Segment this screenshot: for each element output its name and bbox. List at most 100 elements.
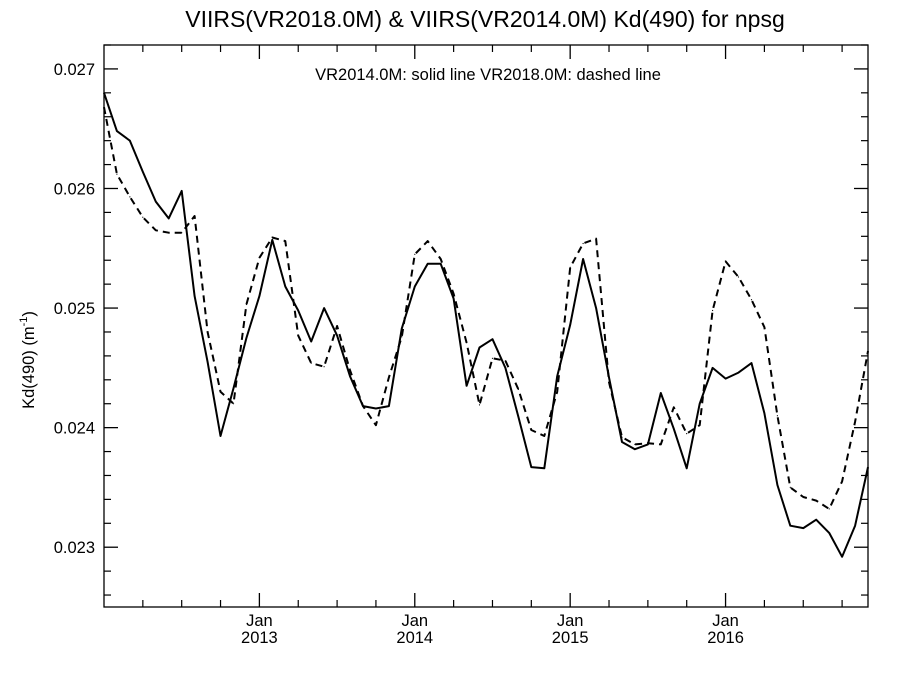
data-point-solid (401, 327, 403, 329)
data-point-solid (440, 263, 442, 265)
data-point-solid (155, 201, 157, 203)
data-point-dashed (608, 381, 610, 383)
x-tick-label-month: Jan (401, 612, 428, 630)
data-point-solid (517, 416, 520, 418)
data-point-solid (595, 307, 597, 309)
data-point-solid (142, 171, 144, 173)
data-point-solid (828, 532, 830, 534)
data-point-dashed (478, 404, 481, 406)
data-point-solid (725, 378, 727, 380)
data-point-solid (750, 362, 753, 364)
data-point-solid (284, 285, 286, 288)
y-axis-label: Kd(490) (m-1) (18, 311, 38, 409)
data-point-dashed (181, 232, 183, 234)
data-point-dashed (673, 406, 675, 408)
data-point-dashed (466, 342, 468, 344)
data-point-dashed (258, 257, 260, 259)
data-point-solid (388, 405, 390, 407)
x-tick-label-year: 2013 (241, 629, 278, 647)
data-point-dashed (621, 436, 623, 438)
data-point-solid (841, 556, 843, 558)
data-point-dashed (543, 435, 545, 437)
data-point-solid (375, 407, 377, 410)
data-point-solid (854, 525, 856, 527)
data-point-dashed (388, 376, 390, 378)
data-point-dashed (789, 486, 791, 488)
data-point-dashed (595, 238, 597, 240)
y-tick-label: 0.025 (54, 300, 95, 318)
data-point-dashed (556, 391, 558, 393)
data-point-solid (323, 307, 325, 309)
x-tick-label-year: 2015 (552, 629, 589, 647)
data-point-dashed (284, 240, 286, 242)
data-point-dashed (815, 500, 817, 502)
data-point-solid (776, 484, 779, 486)
data-point-solid (129, 140, 131, 142)
data-point-solid (466, 385, 468, 387)
data-point-dashed (142, 216, 144, 218)
data-point-solid (763, 412, 766, 414)
data-point-dashed (763, 326, 766, 328)
data-point-dashed (802, 496, 804, 498)
data-point-dashed (245, 303, 247, 306)
data-point-dashed (323, 366, 325, 368)
data-point-solid (478, 346, 481, 349)
axes-layer: 0.0230.0240.0250.0260.027Jan2013Jan2014J… (54, 44, 869, 647)
x-tick-label-month: Jan (712, 612, 739, 630)
data-point-solid (543, 467, 545, 469)
y-tick-label: 0.026 (54, 180, 95, 198)
y-axis-label-superscript: -1 (18, 317, 30, 327)
data-point-dashed (737, 276, 740, 278)
data-point-dashed (569, 266, 571, 268)
data-point-solid (116, 130, 118, 132)
data-point-dashed (750, 299, 753, 301)
data-point-dashed (828, 508, 830, 510)
data-point-solid (686, 467, 688, 469)
x-tick-label-year: 2014 (396, 629, 433, 647)
data-point-dashed (776, 415, 779, 417)
data-point-solid (673, 428, 675, 430)
data-point-dashed (440, 258, 442, 260)
data-point-solid (349, 375, 351, 377)
data-point-dashed (841, 480, 843, 482)
data-point-dashed (194, 215, 196, 217)
data-point-solid (530, 466, 532, 468)
data-point-dashed (336, 325, 338, 327)
data-point-dashed (362, 405, 364, 407)
data-point-solid (310, 340, 312, 343)
data-point-solid (219, 435, 222, 437)
data-point-dashed (491, 357, 494, 359)
data-point-dashed (129, 196, 131, 198)
plot-frame (103, 44, 869, 608)
data-point-dashed (414, 253, 416, 255)
data-point-solid (194, 295, 196, 297)
data-point-solid (608, 376, 610, 378)
series-layer (103, 92, 869, 558)
data-point-dashed (634, 443, 636, 445)
data-point-dashed (271, 236, 273, 239)
data-point-solid (802, 527, 804, 529)
data-point-solid (737, 372, 740, 374)
data-point-dashed (427, 240, 429, 242)
data-point-solid (207, 361, 209, 363)
data-point-dashed (504, 360, 506, 362)
y-tick-label: 0.024 (54, 420, 95, 438)
data-point-dashed (310, 362, 312, 364)
data-point-dashed (232, 403, 235, 405)
x-tick-label-year: 2016 (707, 629, 744, 647)
data-point-dashed (155, 229, 157, 231)
data-point-solid (336, 335, 338, 337)
data-point-dashed (530, 429, 532, 431)
data-point-dashed (297, 335, 299, 337)
data-point-solid (258, 295, 260, 297)
data-point-dashed (453, 293, 455, 295)
data-point-dashed (375, 424, 377, 426)
data-point-solid (414, 285, 416, 288)
data-point-solid (504, 367, 506, 369)
y-tick-label: 0.027 (54, 61, 95, 79)
data-point-solid (867, 466, 869, 468)
series-line-solid (103, 92, 869, 558)
data-point-solid (491, 338, 494, 340)
data-point-solid (621, 441, 623, 443)
